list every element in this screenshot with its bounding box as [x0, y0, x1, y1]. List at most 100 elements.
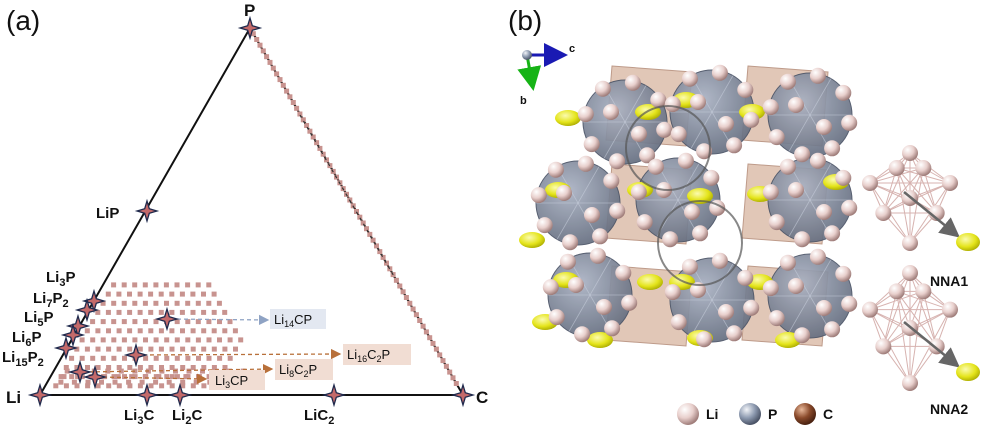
- candidate-point: [156, 374, 162, 380]
- candidate-point: [95, 346, 101, 352]
- li-atom: [556, 185, 572, 201]
- li-atom: [841, 114, 858, 131]
- edge-point: [377, 249, 383, 255]
- candidate-point: [85, 379, 91, 385]
- candidate-point: [185, 355, 191, 361]
- li-atom: [696, 331, 713, 348]
- candidate-point: [174, 355, 180, 361]
- candidate-point: [58, 379, 64, 385]
- panel-b-label: (b): [508, 5, 542, 36]
- candidate-point: [153, 300, 159, 306]
- li-atom: [615, 264, 632, 281]
- p-sphere-icon: [739, 403, 761, 425]
- candidate-point: [69, 355, 75, 361]
- candidate-point: [137, 346, 143, 352]
- phase-arrows: [81, 314, 342, 385]
- edge-point: [407, 300, 413, 306]
- candidate-point: [206, 355, 212, 361]
- candidate-point: [164, 337, 170, 343]
- candidate-point: [185, 300, 191, 306]
- edge-point: [257, 42, 263, 48]
- electride-blob: [637, 274, 663, 290]
- candidate-point: [222, 346, 228, 352]
- candidate-point: [232, 328, 238, 334]
- polyhedron-edge: [809, 78, 832, 116]
- edge-point: [277, 77, 283, 83]
- li-atom: [650, 91, 667, 108]
- li-atom: [630, 184, 647, 201]
- polyhedron-edge: [589, 258, 612, 296]
- li-atom: [577, 155, 594, 172]
- li-atom: [718, 304, 734, 320]
- candidate-point: [200, 368, 205, 374]
- edge-point: [364, 226, 369, 232]
- ternary-phase-li16c2p: Li16C2P: [343, 344, 411, 365]
- candidate-point: [227, 337, 233, 343]
- candidate-point: [185, 319, 191, 325]
- edge-point: [367, 231, 373, 237]
- candidate-point: [53, 383, 59, 389]
- candidate-point: [127, 328, 133, 334]
- nna2-li-atom: [902, 265, 918, 281]
- candidate-point: [95, 383, 101, 389]
- candidate-point: [100, 355, 106, 361]
- edge-point: [447, 369, 453, 375]
- nna2-electride: [956, 363, 980, 381]
- li-atom: [711, 64, 728, 81]
- arrow-li16c2p: [135, 348, 342, 360]
- ternary-phase-li8c2p: Li8C2P: [275, 359, 333, 380]
- nna2-bond: [909, 291, 924, 384]
- nna2-label: NNA2: [930, 401, 968, 417]
- candidate-point: [180, 328, 185, 334]
- li-atom: [670, 126, 687, 143]
- candidate-point: [217, 319, 222, 325]
- candidate-point: [121, 319, 127, 325]
- star-li2c: [167, 382, 193, 408]
- polyhedron-edge: [711, 75, 734, 113]
- candidate-point: [222, 309, 228, 315]
- li-atom: [530, 187, 547, 204]
- li-atom: [568, 277, 584, 293]
- nna1-bond: [896, 167, 938, 214]
- axis-b-label: b: [520, 95, 527, 107]
- candidate-point: [111, 374, 117, 380]
- candidate-point: [122, 374, 127, 380]
- candidate-point: [148, 291, 154, 297]
- li-atom: [703, 169, 720, 186]
- li-atom: [577, 106, 594, 123]
- candidate-point: [116, 328, 122, 334]
- nna1-li-atom: [862, 175, 878, 191]
- star-li16c2p: [123, 342, 149, 368]
- candidate-point: [238, 337, 244, 343]
- candidate-point: [116, 383, 122, 389]
- li-atom: [609, 153, 626, 170]
- li-atom: [647, 158, 664, 175]
- candidate-point: [116, 291, 122, 297]
- edge-point: [270, 65, 276, 71]
- edge-point: [304, 123, 310, 128]
- nna1-li-atom: [915, 160, 932, 176]
- candidate-point: [111, 337, 117, 343]
- li-atom: [609, 202, 626, 219]
- candidate-point: [180, 383, 186, 389]
- li-atom: [779, 254, 796, 271]
- li-atom: [816, 119, 832, 135]
- polyhedron-edge: [556, 202, 579, 240]
- candidate-point: [95, 328, 101, 334]
- candidate-point: [100, 300, 106, 306]
- phase-label-li2c: Li2C: [172, 407, 202, 427]
- li-atom: [743, 299, 760, 316]
- edge-point: [284, 88, 290, 94]
- candidate-point: [195, 337, 201, 343]
- candidate-point: [148, 383, 154, 389]
- nna-highlight-circle-1: [625, 105, 711, 191]
- li-atom: [639, 147, 656, 164]
- candidate-point: [158, 309, 164, 315]
- edge-point: [287, 94, 293, 100]
- edge-point: [413, 312, 419, 318]
- star-li14cp: [154, 306, 180, 332]
- candidate-point: [206, 282, 212, 288]
- candidate-point: [58, 374, 64, 380]
- candidate-point: [132, 282, 138, 288]
- crystal-structure: [519, 64, 858, 348]
